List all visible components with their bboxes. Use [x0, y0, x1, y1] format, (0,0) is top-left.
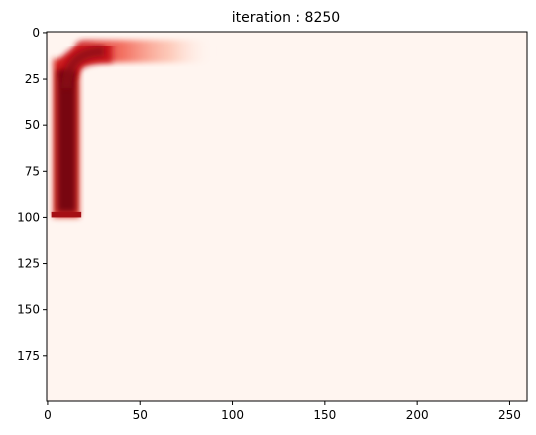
y-tick-label: 75: [25, 164, 40, 178]
heatmap-vertical-band-end: [52, 212, 82, 218]
heatmap-background: [47, 32, 527, 401]
x-tick-label: 150: [313, 408, 336, 422]
y-tick-label: 0: [32, 26, 40, 40]
x-tick-label: 50: [133, 408, 148, 422]
plot-area: [47, 32, 527, 401]
x-tick-label: 0: [44, 408, 52, 422]
x-tick-label: 250: [498, 408, 521, 422]
heatmap-vertical-band-core: [57, 70, 75, 212]
x-tick-label: 200: [406, 408, 429, 422]
y-tick-label: 100: [17, 210, 40, 224]
chart-title: iteration : 8250: [232, 10, 340, 26]
y-tick-label: 25: [25, 72, 40, 86]
y-axis: 0 25 50 75 100 125 150 175: [17, 26, 47, 363]
x-tick-label: 100: [221, 408, 244, 422]
y-tick-label: 150: [17, 303, 40, 317]
y-tick-label: 125: [17, 257, 40, 271]
y-tick-label: 50: [25, 118, 40, 132]
x-axis: 0 50 100 150 200 250: [44, 401, 521, 422]
y-tick-label: 175: [17, 349, 40, 363]
